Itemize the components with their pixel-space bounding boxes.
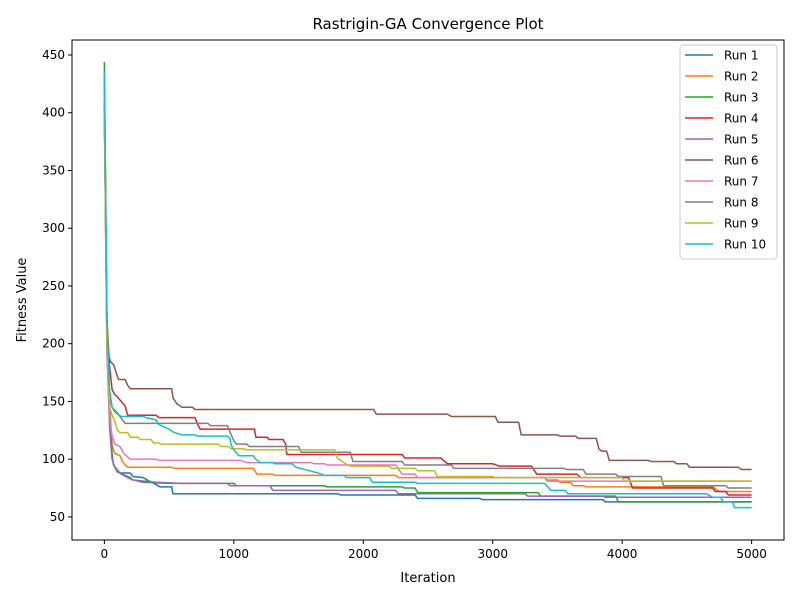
- series-layer: [103, 61, 752, 509]
- y-tick-label: 250: [42, 279, 65, 293]
- x-tick-label: 2000: [348, 547, 379, 561]
- series-line-run-2: [103, 89, 752, 493]
- y-tick-label: 400: [42, 106, 65, 120]
- plot-frame: [71, 39, 785, 541]
- series-line-run-8: [103, 101, 752, 489]
- x-tick-label: 5000: [736, 547, 767, 561]
- series-line-run-10: [103, 71, 752, 509]
- y-tick-label: 350: [42, 163, 65, 177]
- axes-layer: 0 1000 2000 3000 4000 5000 50 100 150 200 250 300 35…: [42, 39, 785, 561]
- series-line-run-9: [103, 112, 752, 482]
- legend-box: [679, 44, 778, 260]
- series-line-run-7: [103, 112, 752, 482]
- legend-label: Run 6: [724, 154, 758, 168]
- x-tick-label: 0: [101, 547, 109, 561]
- y-tick-label: 300: [42, 221, 65, 235]
- legend-label: Run 7: [724, 175, 758, 189]
- legend-label: Run 4: [724, 112, 758, 126]
- legend: Run 1 Run 2 Run 3 Run 4 Run 5 Run 6 Run 7 Run 8…: [679, 44, 778, 260]
- x-tick-label: 3000: [477, 547, 508, 561]
- legend-label: Run 3: [724, 91, 758, 105]
- series-line-run-5: [103, 101, 752, 499]
- chart-title: Rastrigin-GA Convergence Plot: [312, 15, 543, 33]
- x-tick-label: 1000: [219, 547, 250, 561]
- y-tick-label: 150: [42, 394, 65, 408]
- y-axis-label: Fitness Value: [15, 258, 30, 343]
- x-tick-label: 4000: [607, 547, 638, 561]
- series-line-run-6: [103, 106, 752, 471]
- legend-label: Run 9: [724, 217, 758, 231]
- y-tick-label: 450: [42, 48, 65, 62]
- y-tick-label: 100: [42, 452, 65, 466]
- legend-label: Run 2: [724, 70, 758, 84]
- y-tick-label: 50: [50, 510, 65, 524]
- y-tick-label: 200: [42, 337, 65, 351]
- legend-label: Run 5: [724, 133, 758, 147]
- legend-label: Run 1: [724, 49, 758, 63]
- legend-label: Run 8: [724, 196, 758, 210]
- legend-label: Run 10: [724, 238, 766, 252]
- x-axis-label: Iteration: [400, 571, 455, 586]
